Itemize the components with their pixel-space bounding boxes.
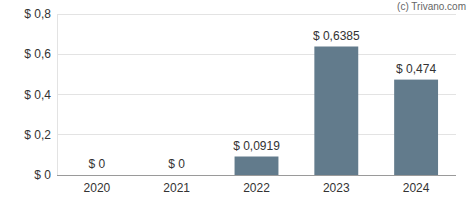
y-tick-label: $ 0,2 [24,128,51,142]
grid-line [57,14,456,15]
data-label: $ 0,474 [396,62,436,76]
x-tick-label: 2024 [403,181,430,195]
chart-svg: $ 0 $ 0,2 $ 0,4 $ 0,6 $ 0,8 $ 0 $ 0 $ 0,0919 $ 0… [0,0,470,200]
y-tick-label: $ 0 [34,168,51,182]
x-tick-label: 2022 [243,181,270,195]
x-tick-label: 2021 [163,181,190,195]
y-tick-label: $ 0,6 [24,47,51,61]
chart: $ 0 $ 0,2 $ 0,4 $ 0,6 $ 0,8 $ 0 $ 0 $ 0,0919 $ 0… [0,0,470,200]
y-tick-label: $ 0,4 [24,88,51,102]
x-tick-label: 2023 [323,181,350,195]
grid-line [57,54,456,55]
data-label: $ 0 [168,157,185,171]
bar [75,175,119,176]
bars [235,47,438,175]
bar [155,175,199,176]
data-label: $ 0,6385 [313,29,360,43]
credit: (c) Trivano.com [397,1,466,12]
bar [394,80,438,175]
bar [235,157,279,175]
bar [314,47,358,175]
data-label: $ 0 [89,157,106,171]
y-axis-line [57,14,58,175]
y-tick-label: $ 0,8 [24,7,51,21]
data-label: $ 0,0919 [233,139,280,153]
x-tick-label: 2020 [84,181,111,195]
